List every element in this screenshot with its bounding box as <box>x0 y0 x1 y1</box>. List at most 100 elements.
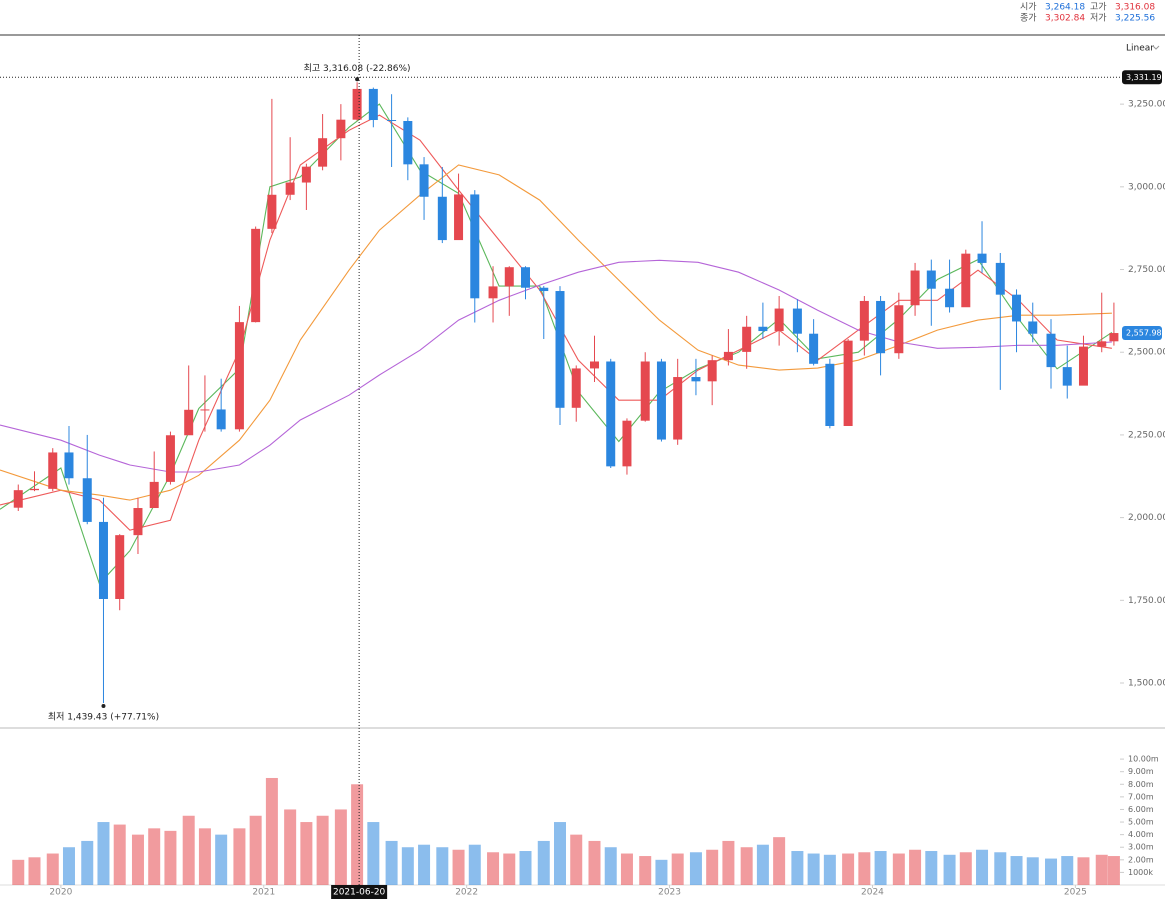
volume-bar <box>316 815 329 885</box>
y-tick-label: 2,250.00 <box>1128 430 1165 440</box>
volume-bar <box>233 828 246 885</box>
candle-body <box>894 305 904 354</box>
candle-body <box>454 194 464 241</box>
candle-body <box>1109 333 1119 342</box>
volume-bar <box>909 849 922 885</box>
volume-bar <box>215 834 228 885</box>
candle-body <box>521 267 531 288</box>
volume-bar <box>452 849 465 885</box>
candle-body <box>1012 294 1022 322</box>
volume-bar <box>468 844 481 885</box>
volume-bar <box>351 784 364 885</box>
volume-bar <box>148 828 161 885</box>
volume-bar <box>81 840 94 885</box>
volume-bar <box>284 809 297 885</box>
volume-bar <box>994 852 1007 885</box>
candle-body <box>926 270 936 289</box>
volume-bar <box>164 830 177 885</box>
candle-body <box>691 377 701 382</box>
volume-tick-label: 4.00m <box>1128 830 1154 839</box>
volume-bar <box>807 853 820 885</box>
volume-tick-label: 9.00m <box>1128 767 1154 776</box>
volume-bar <box>97 822 110 885</box>
moving-average <box>0 164 1112 501</box>
candle-body <box>352 88 362 120</box>
volume-bar <box>620 853 633 885</box>
volume-bar <box>976 849 989 885</box>
volume-bar <box>12 859 25 885</box>
volume-tick-label: 3.00m <box>1128 843 1154 852</box>
volume-bar <box>639 856 652 885</box>
y-tick-label: 3,000.00 <box>1128 182 1165 192</box>
candle-body <box>200 409 210 411</box>
candle-body <box>48 452 58 489</box>
y-tick-label: 1,500.00 <box>1128 679 1165 689</box>
candle-body <box>133 508 143 536</box>
volume-bar <box>655 859 668 885</box>
volume-bar <box>46 853 59 885</box>
candle-body <box>809 333 819 364</box>
candle-body <box>98 521 108 599</box>
volume-bar <box>401 847 414 885</box>
candle-body <box>774 308 784 332</box>
volume-bar <box>554 822 566 885</box>
dropdown-caret[interactable] <box>1152 45 1160 50</box>
volume-bar <box>858 852 871 885</box>
volume-bar <box>588 840 601 885</box>
volume-bar <box>1045 858 1058 885</box>
volume-bar <box>249 815 262 885</box>
volume-bar <box>131 834 144 885</box>
volume-bar <box>1107 856 1120 885</box>
y-tick-label: 2,500.00 <box>1128 348 1165 358</box>
crosshair-x-label: 2021-06-20 <box>333 888 386 898</box>
volume-tick-label: 10.00m <box>1128 755 1159 764</box>
volume-bar <box>689 852 702 885</box>
candle-body <box>656 361 666 440</box>
header-label: 시가 <box>1020 2 1037 13</box>
candle-body <box>606 361 616 467</box>
candle-body <box>1062 367 1072 386</box>
candle-body <box>504 267 514 287</box>
y-tick-label: 2,000.00 <box>1128 513 1165 523</box>
volume-tick-label: 5.00m <box>1128 818 1154 827</box>
candle-body <box>437 196 447 241</box>
volume-tick-label: 8.00m <box>1128 780 1154 789</box>
candle-body <box>977 253 987 263</box>
volume-bar <box>1077 857 1090 885</box>
candle-body <box>707 360 717 382</box>
header-value: 3,316.08 <box>1115 3 1155 13</box>
volume-bar <box>706 849 719 885</box>
crosshair-y-box <box>1122 70 1162 85</box>
candle-body <box>368 88 378 121</box>
candle-body <box>876 300 886 354</box>
volume-tick-label: 7.00m <box>1128 792 1154 801</box>
header-value: 3,264.18 <box>1045 3 1085 13</box>
y-tick-label: 1,750.00 <box>1128 596 1165 606</box>
volume-bar <box>418 844 431 885</box>
volume-bar <box>943 854 956 885</box>
x-tick-label: 2022 <box>455 888 478 898</box>
candle-body <box>301 166 311 183</box>
candle-body <box>555 291 565 408</box>
volume-bar <box>892 853 905 885</box>
volume-bar <box>367 822 380 885</box>
candle-body <box>29 488 39 491</box>
candle-body <box>184 409 194 436</box>
volume-bar <box>113 824 126 885</box>
candle-body <box>470 194 480 299</box>
volume-bar <box>28 857 41 885</box>
volume-bar <box>537 840 550 885</box>
candle-body <box>13 490 23 508</box>
candle-body <box>251 228 261 323</box>
candle-body <box>673 377 683 440</box>
candle-body <box>1046 333 1056 368</box>
volume-bar <box>823 854 836 885</box>
volume-bar <box>570 834 583 885</box>
scale-mode[interactable]: Linear <box>1126 44 1154 54</box>
candle-body <box>758 326 768 332</box>
crosshair-x-box <box>331 885 388 899</box>
volume-bar <box>265 777 278 885</box>
volume-tick-label: 6.00m <box>1128 805 1154 814</box>
header-label: 저가 <box>1090 13 1107 24</box>
x-tick-label: 2025 <box>1064 888 1087 898</box>
